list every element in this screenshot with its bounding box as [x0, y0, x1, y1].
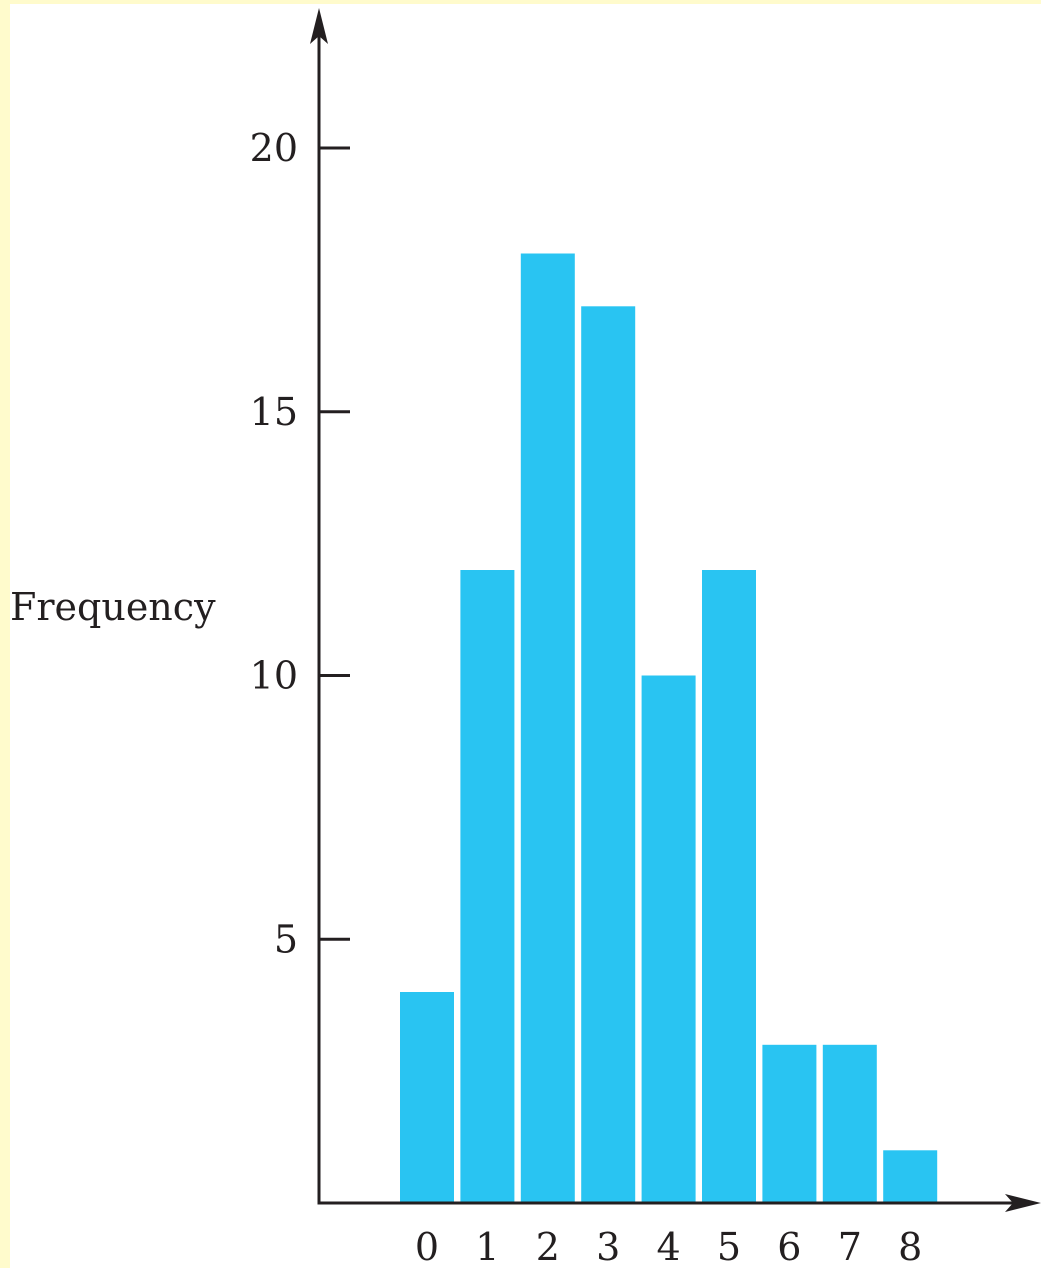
- y-axis-arrowhead: [310, 8, 328, 44]
- axes-layer: [310, 8, 1041, 1212]
- bar-3: [581, 306, 636, 1204]
- bar-0: [400, 992, 454, 1203]
- bar-6: [762, 1044, 817, 1204]
- bar-8: [883, 1150, 938, 1204]
- x-tick-label-3: 3: [596, 1225, 620, 1268]
- y-tick-label-15: 15: [250, 390, 298, 434]
- y-tick-label-20: 20: [250, 126, 298, 170]
- y-axis-label: Frequency: [10, 585, 216, 629]
- x-tick-label-1: 1: [475, 1225, 499, 1268]
- x-axis-arrowhead: [1005, 1194, 1041, 1212]
- y-ticks-layer: 5 10 15 20: [250, 126, 350, 961]
- y-tick-label-10: 10: [250, 654, 298, 698]
- x-tick-label-8: 8: [898, 1225, 922, 1268]
- bar-4: [641, 675, 696, 1203]
- x-tick-label-5: 5: [717, 1225, 741, 1268]
- x-tick-label-6: 6: [777, 1225, 801, 1268]
- bar-7: [822, 1044, 877, 1204]
- bar-5: [702, 570, 756, 1203]
- bars-layer: [400, 253, 938, 1204]
- x-tick-label-4: 4: [657, 1225, 681, 1268]
- y-tick-label-5: 5: [274, 917, 298, 961]
- x-tick-label-0: 0: [415, 1225, 439, 1268]
- x-tick-label-2: 2: [536, 1225, 560, 1268]
- bar-2: [520, 253, 575, 1203]
- x-tick-label-7: 7: [838, 1225, 862, 1268]
- bar-1: [460, 570, 515, 1203]
